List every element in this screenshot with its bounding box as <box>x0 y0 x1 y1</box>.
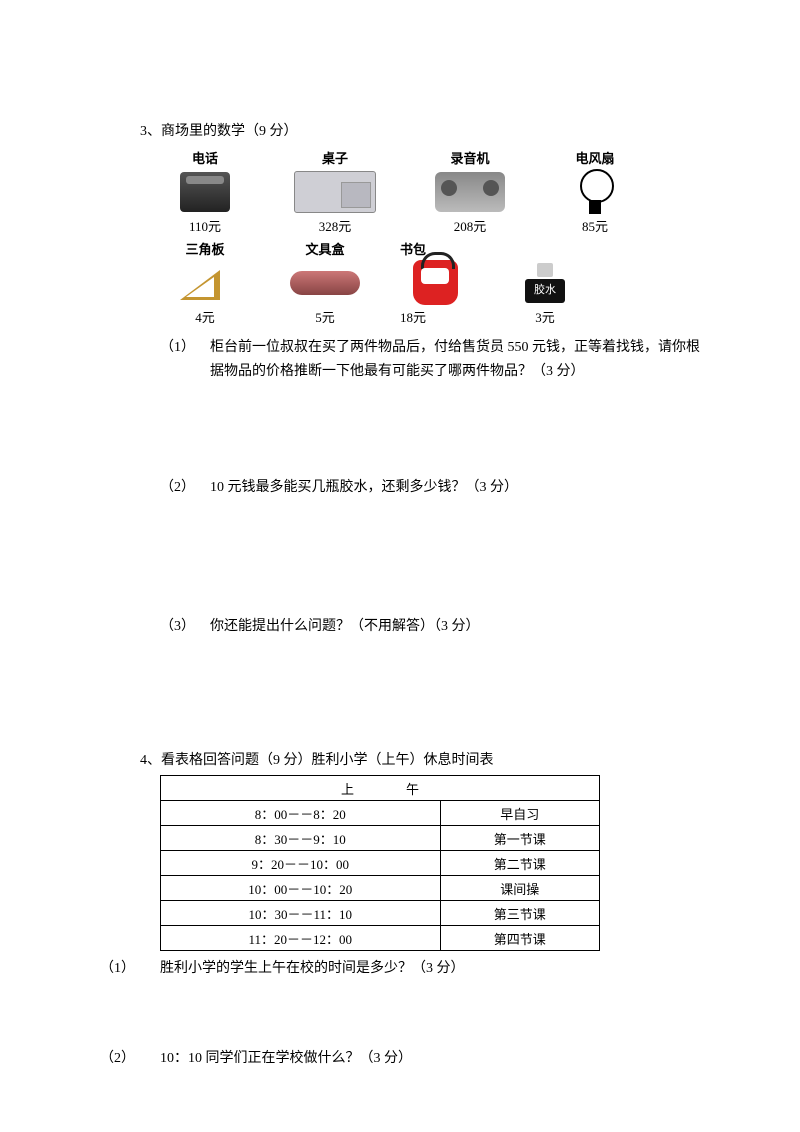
product-recorder: 录音机 208元 <box>420 148 520 235</box>
label-bag: 书包 <box>400 239 426 258</box>
table-row: 11：20－－12：00第四节课 <box>161 926 600 951</box>
price-pencilbox: 5元 <box>315 307 335 326</box>
answer-space <box>140 499 700 609</box>
price-glue: 3元 <box>535 307 555 326</box>
activity-cell: 第四节课 <box>440 926 599 951</box>
q3-sub3: （3） 你还能提出什么问题？（不用解答）（3 分） <box>160 615 700 639</box>
pencilbox-icon <box>290 260 360 305</box>
time-cell: 8：30－－9：10 <box>161 826 441 851</box>
q3-sub3-text: 你还能提出什么问题？（不用解答）（3 分） <box>210 615 700 639</box>
product-phone: 电话 110元 <box>160 148 250 235</box>
q4-title: 4、看表格回答问题（9 分）胜利小学（上午）休息时间表 <box>140 749 700 769</box>
time-cell: 10：00－－10：20 <box>161 876 441 901</box>
label-fan: 电风扇 <box>575 148 614 167</box>
activity-cell: 课间操 <box>440 876 599 901</box>
phone-icon <box>170 169 240 214</box>
answer-space <box>140 981 700 1041</box>
answer-space <box>140 639 700 749</box>
activity-cell: 第二节课 <box>440 851 599 876</box>
q4-sub1: （1） 胜利小学的学生上午在校的时间是多少？（3 分） <box>100 957 700 981</box>
q4-sub2: （2） 10：10 同学们正在学校做什么？（3 分） <box>100 1047 700 1071</box>
q4-sub2-text: 10：10 同学们正在学校做什么？（3 分） <box>160 1047 700 1071</box>
activity-cell: 第三节课 <box>440 901 599 926</box>
glue-icon <box>510 260 580 305</box>
activity-cell: 早自习 <box>440 801 599 826</box>
time-cell: 8：00－－8：20 <box>161 801 441 826</box>
answer-space <box>140 384 700 470</box>
product-triangle: 三角板 4元 <box>160 239 250 326</box>
price-phone: 110元 <box>189 216 221 235</box>
label-desk: 桌子 <box>322 148 348 167</box>
q3-sub1-num: （1） <box>160 336 210 384</box>
products-grid: 电话 110元 桌子 328元 录音机 208元 电风扇 85元 <box>160 148 700 326</box>
product-fan: 电风扇 85元 <box>550 148 640 235</box>
price-triangle: 4元 <box>195 307 215 326</box>
fan-icon <box>560 169 630 214</box>
time-cell: 10：30－－11：10 <box>161 901 441 926</box>
table-row: 10：30－－11：10第三节课 <box>161 901 600 926</box>
q3-sub2-num: （2） <box>160 476 210 500</box>
activity-cell: 第一节课 <box>440 826 599 851</box>
price-desk: 328元 <box>319 216 352 235</box>
label-phone: 电话 <box>192 148 218 167</box>
product-pencilbox: 文具盒 5元 <box>280 239 370 326</box>
product-desk: 桌子 328元 <box>280 148 390 235</box>
q3-title: 3、商场里的数学（9 分） <box>140 120 700 140</box>
schedule-table: 上 午 8：00－－8：20早自习 8：30－－9：10第一节课 9：20－－1… <box>160 775 600 951</box>
label-recorder: 录音机 <box>450 148 489 167</box>
recorder-icon <box>435 169 505 214</box>
table-row: 10：00－－10：20课间操 <box>161 876 600 901</box>
price-bag: 18元 <box>400 307 426 326</box>
table-row: 8：30－－9：10第一节课 <box>161 826 600 851</box>
label-pencilbox: 文具盒 <box>305 239 344 258</box>
price-recorder: 208元 <box>454 216 487 235</box>
table-row: 9：20－－10：00第二节课 <box>161 851 600 876</box>
q3-sub1: （1） 柜台前一位叔叔在买了两件物品后，付给售货员 550 元钱，正等着找钱，请… <box>160 336 700 384</box>
product-row-2: 三角板 4元 文具盒 5元 书包 18元 3元 <box>160 239 700 326</box>
desk-icon <box>290 169 380 214</box>
time-cell: 9：20－－10：00 <box>161 851 441 876</box>
q4-sub1-num: （1） <box>100 957 160 981</box>
price-fan: 85元 <box>582 216 608 235</box>
q3-sub2-text: 10 元钱最多能买几瓶胶水，还剩多少钱？（3 分） <box>210 476 700 500</box>
bag-icon <box>410 260 460 305</box>
q4-sub1-text: 胜利小学的学生上午在校的时间是多少？（3 分） <box>160 957 700 981</box>
table-header-row: 上 午 <box>161 776 600 801</box>
product-row-1: 电话 110元 桌子 328元 录音机 208元 电风扇 85元 <box>160 148 700 235</box>
table-header: 上 午 <box>161 776 600 801</box>
product-bag: 书包 18元 <box>400 239 470 326</box>
q3-sub2: （2） 10 元钱最多能买几瓶胶水，还剩多少钱？（3 分） <box>160 476 700 500</box>
time-cell: 11：20－－12：00 <box>161 926 441 951</box>
product-glue: 3元 <box>500 258 590 326</box>
q3-sub1-text: 柜台前一位叔叔在买了两件物品后，付给售货员 550 元钱，正等着找钱，请你根据物… <box>210 336 700 384</box>
table-row: 8：00－－8：20早自习 <box>161 801 600 826</box>
worksheet-page: 3、商场里的数学（9 分） 电话 110元 桌子 328元 录音机 208元 电… <box>0 0 800 1131</box>
triangle-icon <box>170 260 240 305</box>
q4-sub2-num: （2） <box>100 1047 160 1071</box>
q3-sub3-num: （3） <box>160 615 210 639</box>
label-triangle: 三角板 <box>185 239 224 258</box>
